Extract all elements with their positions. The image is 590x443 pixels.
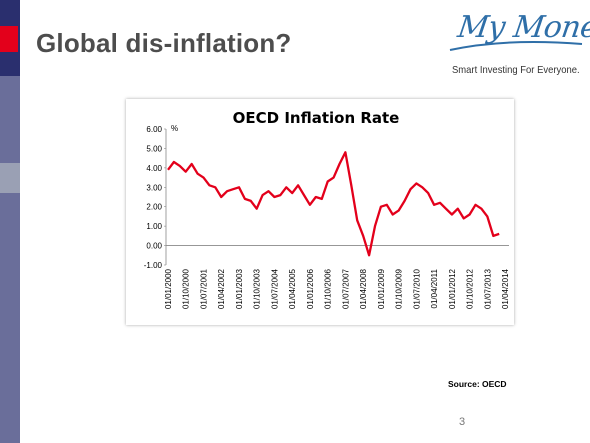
y-tick-label: 4.00 bbox=[146, 164, 162, 173]
x-tick-label: 01/04/2014 bbox=[501, 268, 510, 309]
my-money-logo: My Money Smart Investing For Everyone. bbox=[440, 6, 590, 86]
x-tick-label: 01/04/2008 bbox=[359, 268, 368, 309]
x-tick-label: 01/01/2012 bbox=[448, 268, 457, 309]
y-axis-unit-label: % bbox=[171, 124, 178, 133]
sidebar-red-marker bbox=[0, 26, 18, 52]
x-tick-label: 01/07/2001 bbox=[199, 268, 208, 309]
x-tick-label: 01/10/2009 bbox=[395, 268, 404, 309]
y-tick-label: 0.00 bbox=[146, 242, 162, 251]
x-tick-label: 01/01/2009 bbox=[377, 268, 386, 309]
logo-swoosh-icon bbox=[449, 41, 583, 51]
source-note: Source: OECD bbox=[448, 379, 507, 389]
left-sidebar-strip bbox=[0, 0, 20, 443]
x-tick-label: 01/07/2010 bbox=[412, 268, 421, 309]
x-tick-label: 01/04/2011 bbox=[430, 268, 439, 308]
x-tick-label: 01/01/2006 bbox=[306, 268, 315, 309]
chart-panel: OECD Inflation Rate % 6.00 5.00 4.00 3.00 2.… bbox=[126, 99, 528, 325]
x-tick-label: 01/10/2006 bbox=[324, 268, 333, 309]
y-tick-label: 2.00 bbox=[146, 203, 162, 212]
y-axis-ticks: 6.00 5.00 4.00 3.00 2.00 1.00 0.00 -1.00 bbox=[144, 125, 166, 270]
page-number: 3 bbox=[459, 416, 466, 428]
y-tick-label: 1.00 bbox=[146, 222, 162, 231]
x-tick-label: 01/10/2012 bbox=[466, 268, 475, 309]
x-tick-label: 01/07/2004 bbox=[270, 268, 279, 309]
x-tick-label: 01/04/2005 bbox=[288, 268, 297, 309]
x-tick-label: 01/01/2000 bbox=[164, 268, 173, 309]
y-tick-label: 6.00 bbox=[146, 125, 162, 134]
x-tick-label: 01/10/2000 bbox=[182, 268, 191, 309]
y-tick-label: -1.00 bbox=[144, 261, 163, 270]
x-tick-label: 01/01/2003 bbox=[235, 268, 244, 309]
logo-tagline: Smart Investing For Everyone. bbox=[452, 64, 580, 76]
y-tick-label: 5.00 bbox=[146, 144, 162, 153]
x-tick-label: 01/10/2003 bbox=[253, 268, 262, 309]
sidebar-gray-marker bbox=[0, 163, 20, 193]
y-tick-label: 3.00 bbox=[146, 183, 162, 192]
x-tick-label: 01/07/2013 bbox=[483, 268, 492, 309]
x-axis-ticks: 01/01/2000 01/10/2000 01/07/2001 01/04/2002… bbox=[164, 268, 528, 309]
x-tick-label: 01/07/2007 bbox=[341, 268, 350, 309]
series-line-oecd-inflation bbox=[167, 151, 500, 257]
chart-title: OECD Inflation Rate bbox=[233, 109, 400, 127]
x-tick-label: 01/04/2002 bbox=[217, 268, 226, 309]
slide-title: Global dis-inflation? bbox=[36, 28, 292, 58]
inflation-line-chart: OECD Inflation Rate % 6.00 5.00 4.00 3.00 2.… bbox=[144, 109, 528, 309]
